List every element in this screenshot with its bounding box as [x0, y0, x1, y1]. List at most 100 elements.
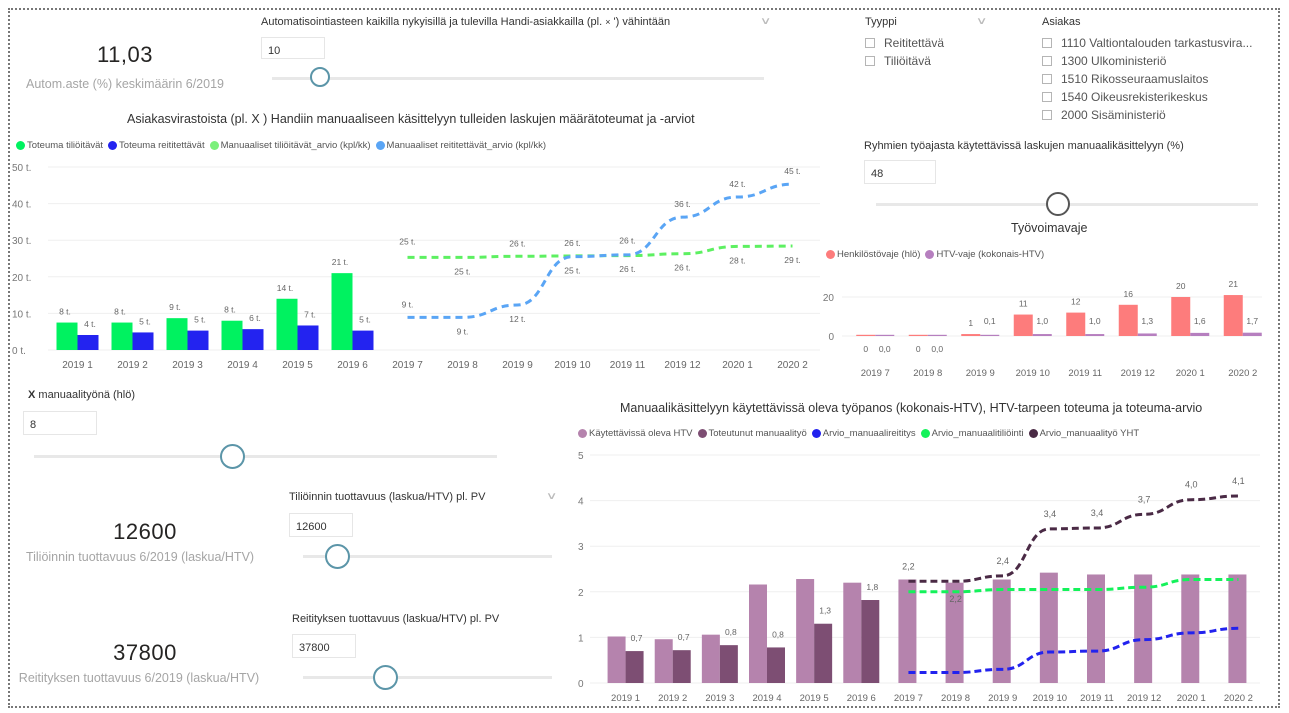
slicer-autom-handle[interactable]: [310, 67, 330, 87]
kpi-tilioinnin-value: 12600: [113, 519, 177, 544]
bar-toteutunut-manuaalityo: [719, 645, 738, 683]
x-tick-label: 2019 8: [913, 368, 942, 379]
slicer-reitityksen-input[interactable]: 37800: [292, 634, 356, 658]
legend-dot-icon: [578, 429, 587, 438]
checkbox[interactable]: [1042, 38, 1052, 48]
checkbox[interactable]: [1042, 56, 1052, 66]
x-tick-label: 2020 2: [777, 360, 808, 371]
slicer-manual-input[interactable]: 8: [23, 411, 97, 435]
slicer-ryhmien-input[interactable]: 48: [864, 160, 936, 184]
data-label: 0,0: [879, 344, 891, 354]
slicer-manual-title-mark: X: [28, 389, 36, 401]
data-label: 5 t.: [359, 315, 371, 325]
bar-henkilostovaje: [908, 334, 928, 336]
legend-item[interactable]: Toteuma tiliöitävät: [16, 140, 103, 151]
data-label: 6 t.: [249, 313, 261, 323]
slicer-reitityksen-track[interactable]: [303, 676, 552, 679]
data-label: 9 t.: [402, 299, 414, 309]
x-tick-label: 2019 10: [1016, 368, 1050, 379]
bar-toteuma-tilioitavat: [111, 322, 133, 350]
bar-htv-vaje: [1137, 333, 1157, 336]
data-label: 0,7: [678, 632, 690, 642]
legend-item[interactable]: Käytettävissä oleva HTV: [578, 428, 693, 439]
legend-item[interactable]: Toteuma reititettävät: [108, 140, 205, 151]
slicer-autom-input[interactable]: 10: [261, 37, 325, 59]
bar-htv-vaje: [1085, 334, 1105, 336]
bar-htv-vaje: [927, 334, 947, 336]
data-label: 1,3: [1141, 316, 1153, 326]
checkbox[interactable]: [1042, 74, 1052, 84]
bar-toteuma-tilioitavat: [331, 273, 353, 350]
filter-option-2000[interactable]: 2000 Sisäministeriö: [1042, 106, 1252, 124]
filter-option-tilioitava[interactable]: Tiliöitävä: [865, 52, 944, 70]
bar-toteutunut-manuaalityo: [625, 651, 644, 683]
data-label: 0: [863, 344, 868, 354]
legend-label: Manuaaliset tiliöitävät_arvio (kpl/kk): [220, 140, 371, 151]
chevron-down-icon[interactable]: ∨: [975, 16, 988, 27]
data-label: 21 t.: [332, 257, 349, 267]
data-label: 1,8: [866, 582, 878, 592]
filter-option-1300[interactable]: 1300 Ulkoministeriö: [1042, 52, 1252, 70]
bar-htv-vaje: [1032, 334, 1052, 336]
data-label: 14 t.: [277, 283, 294, 293]
checkbox[interactable]: [865, 56, 875, 66]
legend-label: Arvio_manuaalitiliöinti: [931, 428, 1024, 439]
legend-item[interactable]: Manuaaliset reititettävät_arvio (kpl/kk): [375, 140, 546, 151]
legend-item[interactable]: Toteutunut manuaalityö: [697, 428, 807, 439]
checkbox[interactable]: [1042, 110, 1052, 120]
filter-option-1540[interactable]: 1540 Oikeusrekisterikeskus: [1042, 88, 1252, 106]
data-label: 42 t.: [729, 179, 746, 189]
bar-toteuma-tilioitavat: [166, 318, 188, 350]
chevron-down-icon[interactable]: ∨: [545, 491, 558, 502]
slicer-reitityksen-handle[interactable]: [373, 665, 398, 690]
data-label: 9 t.: [169, 302, 181, 312]
x-tick-label: 2020 2: [1224, 693, 1253, 704]
legend-label: Toteutunut manuaalityö: [708, 428, 807, 439]
kpi-reitityksen-label: Reitityksen tuottavuus 6/2019 (laskua/HT…: [18, 671, 260, 685]
slicer-manual-handle[interactable]: [220, 444, 245, 469]
legend-item[interactable]: Arvio_manuaalityö YHT: [1028, 428, 1139, 439]
x-tick-label: 2019 8: [447, 360, 478, 371]
line-reititettavat-arvio: [407, 182, 793, 319]
bar-kaytettavissa-htv: [898, 579, 917, 683]
checkbox[interactable]: [865, 38, 875, 48]
data-label: 7 t.: [304, 309, 316, 319]
slicer-autom-title-mark: ×: [605, 17, 611, 27]
legend-item[interactable]: HTV-vaje (kokonais-HTV): [925, 249, 1044, 260]
data-label: 0,8: [725, 627, 737, 637]
legend-item[interactable]: Arvio_manuaalitiliöinti: [920, 428, 1024, 439]
chevron-down-icon[interactable]: ∨: [759, 16, 772, 27]
slicer-manual-track[interactable]: [34, 455, 497, 458]
x-tick-label: 2019 12: [1121, 368, 1155, 379]
slicer-tilioinnin-input[interactable]: 12600: [289, 513, 353, 537]
filter-asiakas-list: 1110 Valtiontalouden tarkastusvira... 13…: [1042, 34, 1252, 124]
slicer-ryhmien-handle[interactable]: [1046, 192, 1070, 216]
x-tick-label: 2019 11: [1068, 368, 1102, 379]
checkbox[interactable]: [1042, 92, 1052, 102]
slicer-autom-title: Automatisointiasteen kaikilla nykyisillä…: [261, 16, 670, 28]
y-tick-label: 10 t.: [12, 309, 31, 320]
slicer-tilioinnin-handle[interactable]: [325, 544, 350, 569]
filter-option-1110[interactable]: 1110 Valtiontalouden tarkastusvira...: [1042, 34, 1252, 52]
filter-option-1510[interactable]: 1510 Rikosseuraamuslaitos: [1042, 70, 1252, 88]
slicer-autom-track[interactable]: [272, 77, 764, 80]
legend-dot-icon: [209, 141, 219, 150]
line-arvio-manuaalireititys: [908, 626, 1239, 675]
data-label: 12 t.: [509, 314, 526, 324]
legend-dot-icon: [697, 429, 707, 438]
filter-option-reititettava[interactable]: Reititettävä: [865, 34, 944, 52]
y-tick-label: 0 t.: [12, 346, 26, 357]
x-tick-label: 2019 11: [1080, 693, 1114, 704]
legend-item[interactable]: Arvio_manuaalireititys: [811, 428, 916, 439]
bar-henkilostovaje: [1066, 312, 1086, 336]
legend-item[interactable]: Manuaaliset tiliöitävät_arvio (kpl/kk): [209, 140, 371, 151]
x-tick-label: 2019 10: [554, 360, 591, 371]
slicer-tilioinnin-track[interactable]: [303, 555, 552, 558]
data-label: 4,1: [1232, 476, 1245, 486]
y-tick-label: 20: [823, 293, 835, 304]
legend-label: Toteuma tiliöitävät: [27, 140, 104, 151]
bar-htv-vaje: [1190, 332, 1210, 336]
legend-label: HTV-vaje (kokonais-HTV): [936, 249, 1045, 260]
data-label: 2,2: [949, 594, 962, 604]
legend-item[interactable]: Henkilöstövaje (hlö): [826, 249, 920, 260]
